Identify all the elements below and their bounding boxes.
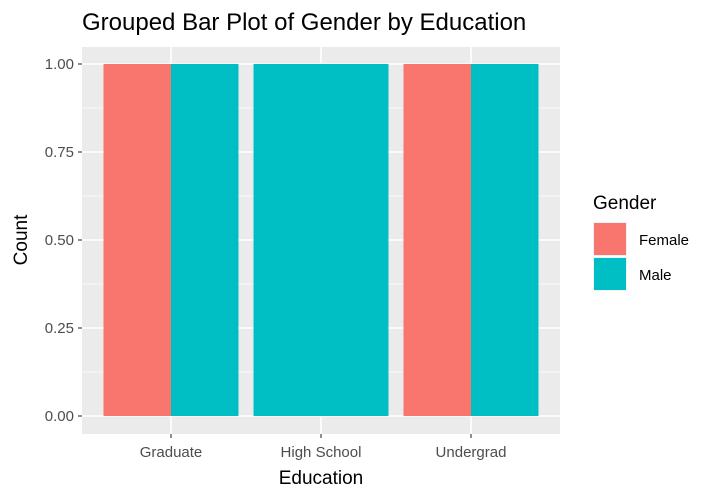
- legend-title: Gender: [593, 193, 657, 214]
- y-tick-label: 1.00: [45, 56, 74, 73]
- bars: [103, 64, 539, 416]
- x-tick-label: Graduate: [140, 444, 203, 461]
- y-axis-title: Count: [11, 214, 32, 265]
- bar-undergrad-female: [403, 64, 471, 416]
- legend-label-female: Female: [639, 232, 689, 249]
- legend-label-male: Male: [639, 267, 672, 284]
- x-axis-title: Education: [279, 468, 364, 489]
- y-tick-label: 0.25: [45, 320, 74, 337]
- chart-title: Grouped Bar Plot of Gender by Education: [82, 9, 526, 36]
- legend-swatch-female: [594, 223, 626, 255]
- y-axis: 0.00 0.25 0.50 0.75 1.00: [45, 56, 82, 425]
- legend-swatch-male: [594, 258, 626, 290]
- bar-undergrad-male: [471, 64, 539, 416]
- y-tick-label: 0.75: [45, 144, 74, 161]
- y-tick-label: 0.00: [45, 408, 74, 425]
- x-tick-label: Undergrad: [436, 444, 507, 461]
- bar-graduate-female: [103, 64, 171, 416]
- x-axis: Graduate High School Undergrad: [140, 434, 507, 461]
- x-tick-label: High School: [281, 444, 362, 461]
- bar-graduate-male: [171, 64, 239, 416]
- y-tick-label: 0.50: [45, 232, 74, 249]
- bar-high-school-male: [253, 64, 389, 416]
- legend: Gender Female Male: [593, 193, 689, 291]
